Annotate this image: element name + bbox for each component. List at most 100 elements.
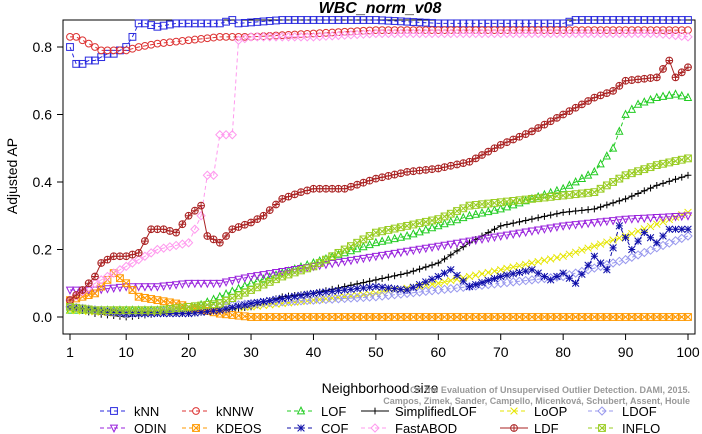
point-lof-k95-shape bbox=[652, 92, 661, 102]
point-fastabod-k6 bbox=[96, 275, 106, 285]
point-knn-k31-shape bbox=[253, 18, 262, 26]
point-knnw-k29 bbox=[240, 32, 249, 41]
point-kdeos-k74-cross bbox=[521, 313, 530, 321]
point-cof-k8 bbox=[109, 308, 118, 316]
point-kdeos-k12 bbox=[134, 292, 143, 301]
point-kdeos-k73-cross bbox=[515, 313, 524, 321]
point-lof-k74-shape bbox=[521, 195, 530, 205]
point-fastabod-k56-shape bbox=[408, 28, 419, 39]
point-lof-k61-shape bbox=[440, 218, 449, 228]
series-line-lof bbox=[70, 93, 689, 311]
point-ldf-k10 bbox=[122, 252, 131, 261]
point-inflo-k84-shape bbox=[584, 188, 593, 197]
point-kdeos-k94 bbox=[646, 313, 655, 321]
point-ldf-k11 bbox=[128, 250, 137, 259]
point-knnw-k29-shape bbox=[240, 32, 249, 41]
point-ldf-k59 bbox=[428, 165, 436, 174]
point-ldf-k73-cross bbox=[516, 133, 523, 141]
point-inflo-k37 bbox=[290, 268, 299, 277]
point-cof-k88-shape bbox=[609, 244, 617, 252]
point-ldf-k81-cross bbox=[565, 107, 573, 115]
point-inflo-k84-cross bbox=[584, 189, 592, 197]
point-inflo-k54-cross bbox=[397, 223, 405, 231]
point-odin-k84 bbox=[583, 219, 593, 229]
point-fastabod-k21-shape bbox=[190, 224, 200, 234]
legend-item-odin: ODIN bbox=[100, 421, 167, 434]
point-knnw-k59-shape bbox=[428, 26, 436, 35]
point-fastabod-k36 bbox=[283, 32, 294, 42]
point-fastabod-k80 bbox=[558, 28, 568, 39]
point-inflo-k5-cross bbox=[91, 306, 99, 315]
point-cof-k38 bbox=[297, 291, 305, 300]
watermark-line-1: On the Evaluation of Unsupervised Outlie… bbox=[410, 385, 690, 395]
point-inflo-k64 bbox=[459, 204, 468, 213]
point-kdeos-k50-shape bbox=[371, 313, 380, 321]
point-kdeos-k5 bbox=[91, 289, 99, 298]
point-inflo-k35 bbox=[278, 272, 287, 281]
legend-marker-lof bbox=[296, 405, 306, 415]
point-ldf-k74-cross bbox=[522, 130, 530, 138]
point-fastabod-k60-shape bbox=[433, 28, 444, 39]
point-odin-k69-shape bbox=[490, 233, 499, 243]
point-cof-k99 bbox=[678, 225, 686, 234]
point-fastabod-k69-shape bbox=[489, 28, 500, 39]
point-kdeos-k42-shape bbox=[322, 313, 330, 321]
point-fastabod-k53 bbox=[389, 28, 400, 39]
point-odin-k8 bbox=[109, 284, 118, 293]
point-inflo-k52-cross bbox=[384, 226, 393, 234]
point-kdeos-k74-shape bbox=[521, 313, 530, 321]
point-kdeos-k41 bbox=[315, 313, 324, 321]
point-cof-k35-shape bbox=[278, 294, 286, 303]
point-knnw-k2-shape bbox=[72, 32, 81, 41]
point-kdeos-k49 bbox=[365, 313, 374, 321]
point-ldf-k44-cross bbox=[335, 185, 342, 193]
point-simplifiedlof-k57 bbox=[416, 265, 423, 273]
point-inflo-k80 bbox=[559, 191, 568, 200]
point-lof-k98-shape bbox=[671, 89, 680, 98]
point-ldf-k25-cross bbox=[216, 239, 224, 247]
point-ldf-k79-cross bbox=[553, 114, 561, 122]
point-odin-k7 bbox=[103, 285, 112, 294]
point-simplifiedlof-k77 bbox=[541, 213, 548, 220]
point-kdeos-k100 bbox=[684, 313, 692, 321]
point-kdeos-k70 bbox=[496, 313, 505, 321]
point-odin-k66-shape bbox=[471, 236, 480, 246]
point-kdeos-k28-cross bbox=[234, 311, 243, 320]
point-fastabod-k26-shape bbox=[221, 130, 231, 140]
point-fastabod-k62-shape bbox=[446, 28, 456, 39]
point-inflo-k14 bbox=[147, 306, 156, 315]
point-fastabod-k31 bbox=[252, 32, 262, 42]
point-knn-k42 bbox=[322, 16, 330, 24]
point-knnw-k16 bbox=[159, 39, 168, 47]
point-ldf-k66 bbox=[471, 154, 480, 163]
point-fastabod-k61 bbox=[439, 28, 450, 39]
point-ldf-k92-cross bbox=[634, 76, 642, 83]
y-tick-label-2: 0.4 bbox=[33, 174, 53, 190]
point-simplifiedlof-k72 bbox=[509, 219, 517, 227]
point-ldf-k84 bbox=[584, 97, 593, 105]
point-odin-k60-shape bbox=[434, 242, 443, 252]
point-knnw-k23-shape bbox=[203, 34, 212, 43]
point-fastabod-k60 bbox=[433, 28, 444, 39]
point-knn-k88-shape bbox=[609, 16, 617, 24]
point-odin-k44 bbox=[334, 258, 343, 268]
point-kdeos-k5-cross bbox=[91, 289, 99, 298]
point-fastabod-k34 bbox=[271, 32, 281, 42]
point-fastabod-k10-shape bbox=[121, 261, 131, 272]
point-ldf-k57-cross bbox=[416, 167, 423, 174]
point-kdeos-k83 bbox=[577, 313, 586, 321]
point-inflo-k78-cross bbox=[546, 193, 555, 201]
point-kdeos-k88-shape bbox=[609, 313, 617, 321]
point-fastabod-k75-shape bbox=[527, 28, 537, 39]
point-odin-k73 bbox=[515, 229, 524, 238]
point-kdeos-k11-shape bbox=[128, 286, 137, 294]
point-inflo-k10 bbox=[122, 306, 131, 315]
point-odin-k84-shape bbox=[583, 219, 593, 229]
legend-marker-loop bbox=[510, 407, 518, 415]
point-odin-k20 bbox=[184, 279, 193, 289]
point-lof-k66 bbox=[471, 209, 480, 218]
point-cof-k51 bbox=[378, 283, 386, 292]
point-inflo-k56-cross bbox=[409, 220, 418, 229]
point-cof-k71 bbox=[503, 271, 511, 279]
point-fastabod-k94-shape bbox=[645, 28, 656, 39]
